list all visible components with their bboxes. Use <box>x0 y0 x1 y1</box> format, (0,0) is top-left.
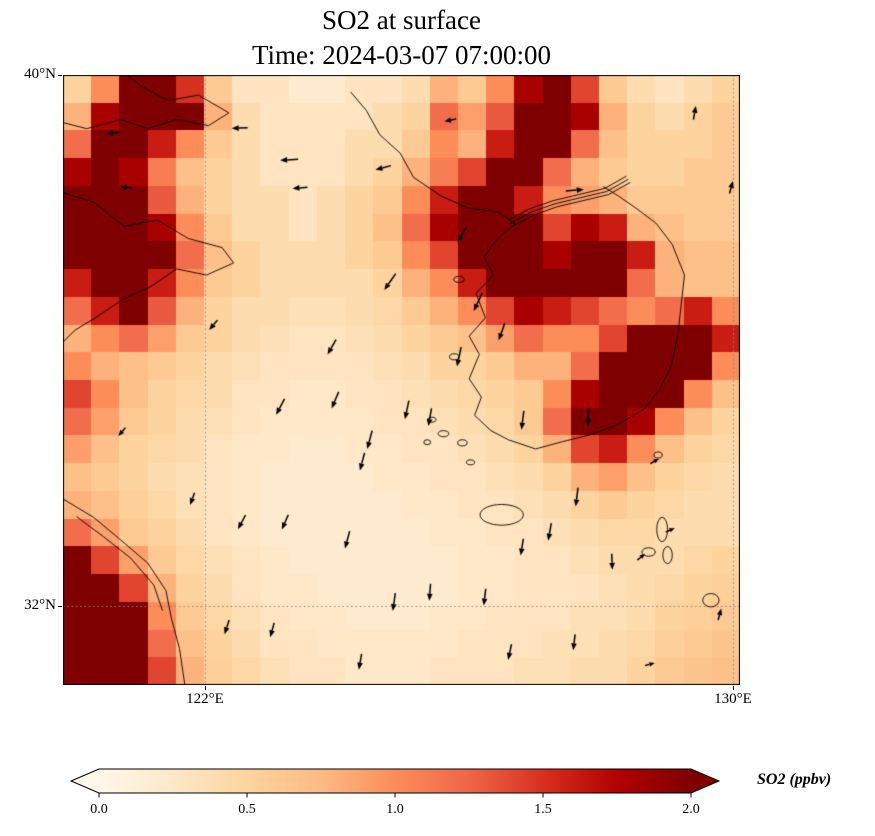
map-plot-area <box>63 75 740 685</box>
colorbar-tick-label: 1.0 <box>386 802 404 817</box>
so2-heatmap-canvas <box>63 75 740 685</box>
colorbar-shape <box>69 768 721 794</box>
figure-time-subtitle: Time: 2024-03-07 07:00:00 <box>251 40 552 70</box>
lat-tick-label-40n: 40°N <box>24 66 56 82</box>
lon-tick-label-130e: 130°E <box>714 691 752 707</box>
colorbar-gradient-bar <box>69 768 721 798</box>
axis-tick-mark <box>58 606 62 607</box>
colorbar-tick-label: 0.5 <box>238 802 256 817</box>
lon-tick-label-122e: 122°E <box>186 691 224 707</box>
lat-tick-label-32n: 32°N <box>24 597 56 613</box>
axis-tick-mark <box>205 686 206 690</box>
colorbar-tick-label: 2.0 <box>682 802 700 817</box>
colorbar-tick-label: 1.5 <box>534 802 552 817</box>
colorbar: 0.0 0.5 1.0 1.5 2.0 <box>69 766 729 826</box>
axis-tick-mark <box>733 686 734 690</box>
axis-tick-mark <box>58 75 62 76</box>
colorbar-tick-label: 0.0 <box>90 802 108 817</box>
colorbar-axis-label: SO2 (ppbv) <box>757 771 832 788</box>
figure-title: SO2 at surface <box>322 5 481 35</box>
colorbar-tick-marks <box>98 793 692 798</box>
